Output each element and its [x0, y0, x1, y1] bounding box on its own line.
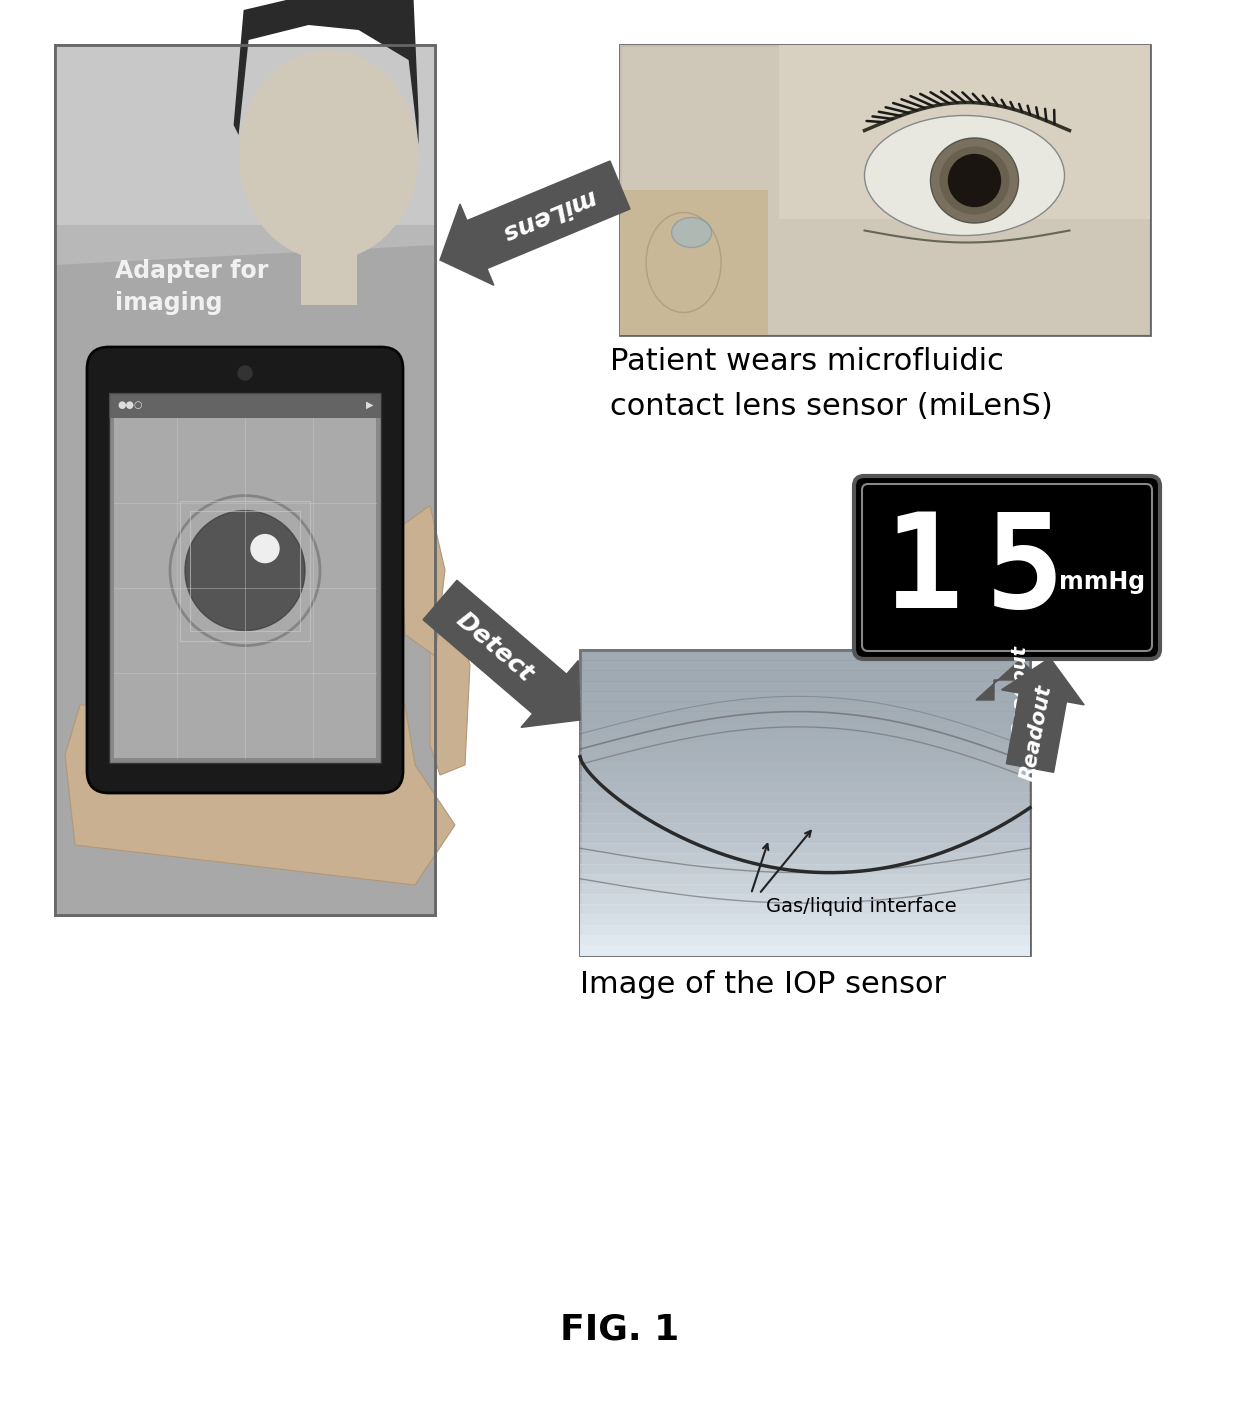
Bar — [580, 731, 1030, 742]
Bar — [580, 711, 1030, 722]
Bar — [55, 224, 435, 914]
Bar — [580, 752, 1030, 763]
Bar — [580, 772, 1030, 783]
Text: Gas/liquid interface: Gas/liquid interface — [766, 897, 956, 916]
Bar — [580, 701, 1030, 713]
Text: 5: 5 — [985, 508, 1065, 635]
Bar — [190, 511, 300, 631]
Bar — [580, 924, 1030, 935]
FancyBboxPatch shape — [87, 347, 403, 793]
Bar — [580, 883, 1030, 895]
Bar — [300, 246, 357, 305]
Text: miLens: miLens — [497, 185, 599, 246]
Bar — [580, 904, 1030, 916]
Bar — [580, 762, 1030, 773]
Bar — [55, 45, 435, 914]
Polygon shape — [55, 246, 435, 914]
Bar — [580, 823, 1030, 834]
Bar — [580, 934, 1030, 945]
Bar — [580, 844, 1030, 854]
Bar — [580, 914, 1030, 926]
Text: FIG. 1: FIG. 1 — [560, 1314, 680, 1348]
Bar — [580, 803, 1030, 814]
Bar — [620, 45, 1149, 334]
Circle shape — [250, 535, 279, 563]
Text: ●●○: ●●○ — [117, 399, 143, 411]
Bar — [580, 945, 1030, 957]
Circle shape — [238, 365, 252, 380]
Polygon shape — [1002, 658, 1084, 772]
Bar — [580, 742, 1030, 752]
Bar — [580, 670, 1030, 682]
Ellipse shape — [864, 116, 1064, 236]
Text: Readout: Readout — [1011, 645, 1029, 735]
Text: mmHg: mmHg — [1059, 570, 1146, 594]
Ellipse shape — [930, 138, 1018, 223]
Bar — [55, 45, 435, 914]
Bar — [580, 650, 1030, 662]
Text: contact lens sensor (miLenS): contact lens sensor (miLenS) — [610, 392, 1053, 420]
Text: Patient wears microfluidic: Patient wears microfluidic — [610, 347, 1004, 375]
Bar — [779, 45, 1149, 219]
Bar — [580, 864, 1030, 875]
Text: Detect: Detect — [451, 607, 538, 687]
Polygon shape — [238, 49, 419, 260]
Bar — [109, 394, 381, 418]
Polygon shape — [423, 580, 580, 728]
Bar — [580, 680, 1030, 691]
Polygon shape — [440, 161, 630, 285]
Bar — [580, 782, 1030, 793]
Ellipse shape — [672, 217, 712, 247]
Bar — [580, 873, 1030, 885]
Text: Adapter for
imaging: Adapter for imaging — [115, 260, 268, 315]
Circle shape — [185, 511, 305, 631]
FancyBboxPatch shape — [854, 476, 1159, 659]
Polygon shape — [233, 0, 419, 145]
Bar — [580, 690, 1030, 701]
Polygon shape — [64, 706, 455, 885]
Bar — [580, 854, 1030, 865]
Polygon shape — [430, 615, 470, 775]
Polygon shape — [976, 660, 1064, 700]
Bar — [620, 45, 1149, 334]
Bar — [114, 418, 376, 758]
Bar — [620, 190, 769, 334]
Ellipse shape — [940, 147, 1009, 214]
Bar — [580, 813, 1030, 824]
Bar — [580, 793, 1030, 803]
Bar — [580, 721, 1030, 732]
Bar — [580, 832, 1030, 844]
Bar — [109, 394, 381, 763]
Text: Image of the IOP sensor: Image of the IOP sensor — [580, 969, 946, 999]
Bar — [55, 45, 435, 914]
Text: 1: 1 — [884, 508, 963, 635]
Polygon shape — [401, 505, 445, 656]
Text: Readout: Readout — [1018, 683, 1055, 783]
Bar — [580, 895, 1030, 906]
Bar — [580, 650, 1030, 955]
Text: ▶: ▶ — [366, 399, 373, 411]
Bar — [580, 660, 1030, 672]
Ellipse shape — [646, 213, 722, 312]
Bar — [180, 501, 310, 641]
Circle shape — [949, 154, 1001, 206]
